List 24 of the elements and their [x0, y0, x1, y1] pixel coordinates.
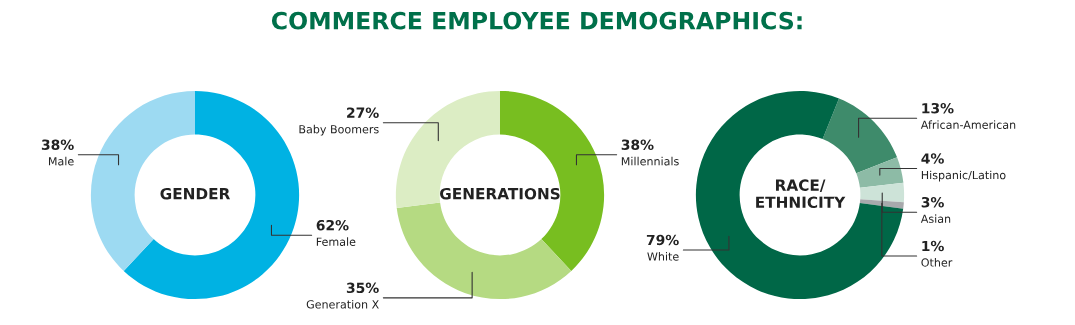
data-label: 38% — [41, 139, 74, 150]
slice-label: Generation X — [306, 299, 379, 309]
data-label: 35% — [346, 282, 379, 294]
slice-label: African-American — [920, 120, 1016, 129]
text: RACE/ ETHNICITY — [756, 179, 846, 208]
data-label: 1% — [922, 240, 944, 252]
data-label: 38% — [621, 139, 654, 150]
slice-label: Other — [921, 258, 953, 267]
data-label: 4% — [921, 153, 944, 164]
slice-label: Female — [316, 237, 356, 246]
text: COMMERCE EMPLOYEE DEMOGRAPHICS: — [271, 11, 802, 30]
slice-label: Hispanic/Latino — [921, 170, 1006, 182]
slice-label: Millennials — [621, 156, 679, 166]
slice-label: Asian — [920, 214, 951, 223]
data-label: 27% — [347, 107, 379, 118]
data-label: 79% — [646, 234, 679, 246]
slice-label: White — [647, 252, 679, 261]
slice-label: Baby Boomers — [299, 124, 379, 136]
data-label: 13% — [922, 102, 954, 114]
text: GENERATIONS — [440, 187, 560, 200]
text: GENDER — [160, 187, 231, 200]
data-label: 3% — [921, 197, 944, 208]
data-label: 62% — [316, 219, 349, 231]
slice-label: Male — [48, 156, 74, 166]
